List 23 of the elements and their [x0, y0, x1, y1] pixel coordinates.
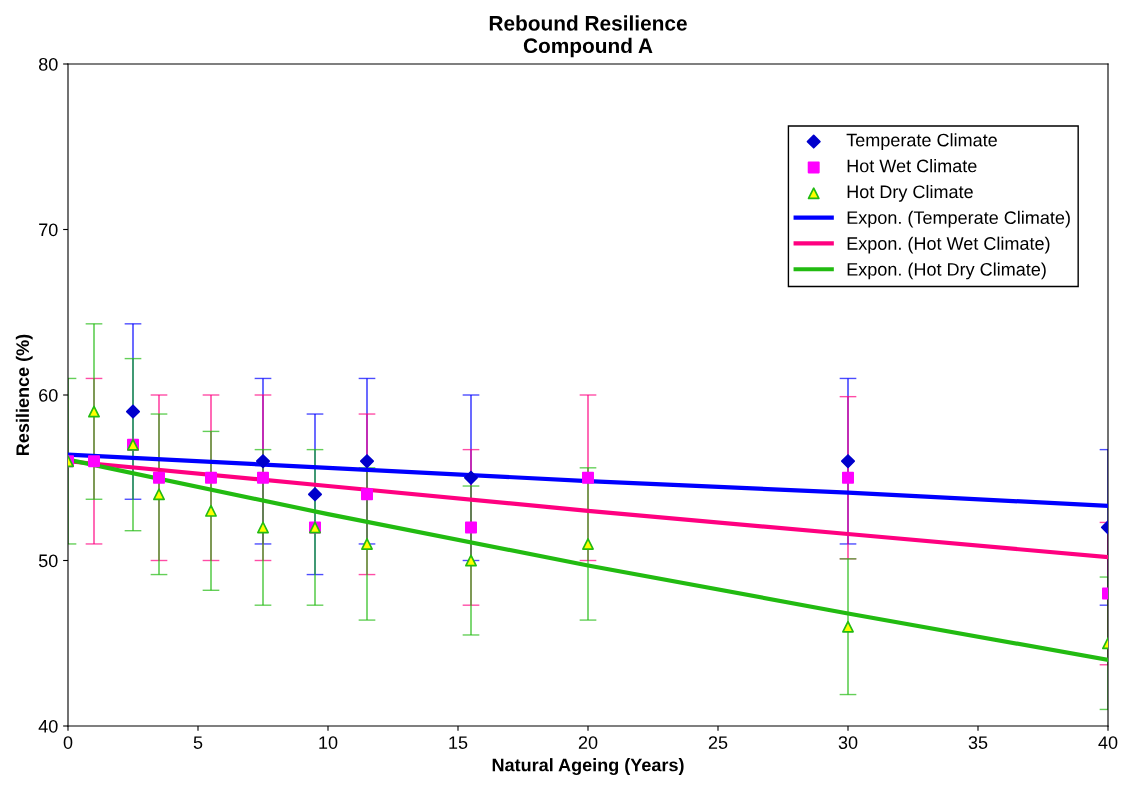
y-tick-label: 70	[39, 223, 58, 237]
legend-label: Expon. (Hot Dry Climate)	[847, 262, 1046, 280]
y-tick-label: 60	[39, 388, 58, 402]
x-tick-label: 35	[968, 736, 988, 749]
y-tick-label: 40	[38, 719, 58, 733]
y-tick-label: 80	[38, 57, 58, 71]
x-tick-label: 15	[449, 736, 468, 749]
x-tick-label: 40	[1098, 736, 1118, 749]
x-tick-label: 5	[193, 736, 203, 749]
x-axis-title: Natural Ageing (Years)	[492, 758, 684, 776]
legend-label: Expon. (Hot Wet Climate)	[847, 236, 1050, 254]
y-axis-title: Resilience (%)	[15, 334, 33, 455]
legend-label: Temperate Climate	[846, 133, 997, 151]
x-tick-label: 0	[63, 736, 73, 749]
legend-label: Expon. (Temperate Climate)	[847, 210, 1070, 228]
x-tick-label: 30	[838, 736, 858, 749]
y-tick-label: 50	[38, 554, 58, 568]
legend-label: Hot Dry Climate	[847, 184, 973, 202]
x-tick-label: 10	[319, 736, 338, 749]
chart-title: Rebound Resilience Compound A	[489, 15, 687, 58]
x-tick-label: 25	[708, 736, 728, 749]
x-tick-label: 20	[578, 736, 598, 749]
legend-label: Hot Wet Climate	[847, 159, 977, 173]
